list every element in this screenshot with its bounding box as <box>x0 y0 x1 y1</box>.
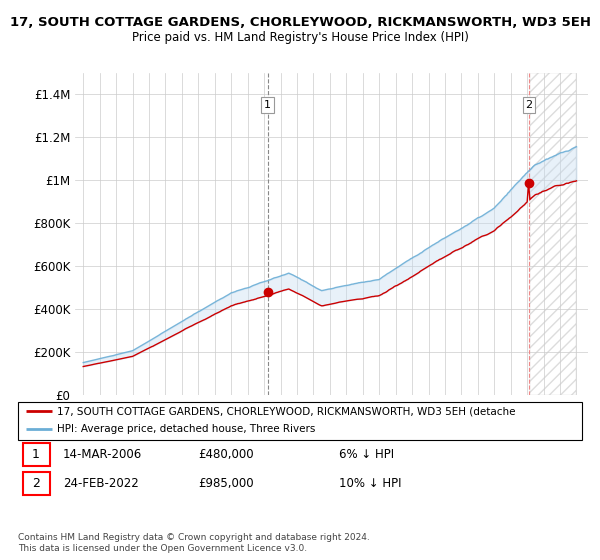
Text: Price paid vs. HM Land Registry's House Price Index (HPI): Price paid vs. HM Land Registry's House … <box>131 31 469 44</box>
Text: 2: 2 <box>526 100 533 110</box>
Text: 17, SOUTH COTTAGE GARDENS, CHORLEYWOOD, RICKMANSWORTH, WD3 5EH (detache: 17, SOUTH COTTAGE GARDENS, CHORLEYWOOD, … <box>58 406 516 416</box>
Text: 14-MAR-2006: 14-MAR-2006 <box>63 448 142 461</box>
Text: 2: 2 <box>32 477 40 490</box>
Text: Contains HM Land Registry data © Crown copyright and database right 2024.
This d: Contains HM Land Registry data © Crown c… <box>18 533 370 553</box>
Bar <box>23 444 50 466</box>
Text: 24-FEB-2022: 24-FEB-2022 <box>63 477 139 490</box>
Text: 17, SOUTH COTTAGE GARDENS, CHORLEYWOOD, RICKMANSWORTH, WD3 5EH: 17, SOUTH COTTAGE GARDENS, CHORLEYWOOD, … <box>10 16 590 29</box>
Bar <box>23 472 50 494</box>
Text: 1: 1 <box>32 448 40 461</box>
Text: 10% ↓ HPI: 10% ↓ HPI <box>340 477 402 490</box>
Text: £985,000: £985,000 <box>199 477 254 490</box>
Text: 1: 1 <box>264 100 271 110</box>
Text: HPI: Average price, detached house, Three Rivers: HPI: Average price, detached house, Thre… <box>58 424 316 435</box>
Text: £480,000: £480,000 <box>199 448 254 461</box>
Text: 6% ↓ HPI: 6% ↓ HPI <box>340 448 395 461</box>
